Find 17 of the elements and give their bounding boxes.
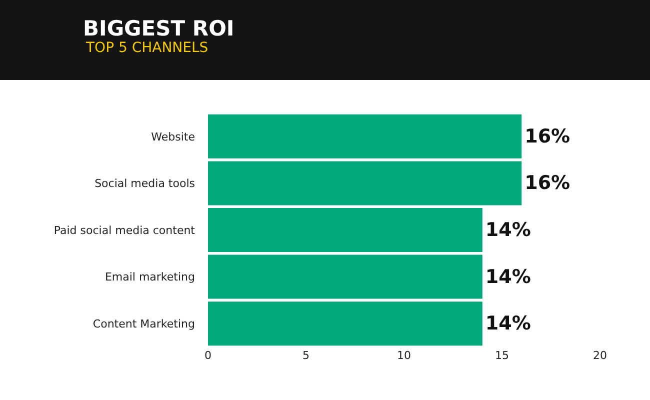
y-tick-label: Website xyxy=(151,130,196,144)
chart-title: BIGGEST ROI xyxy=(83,16,234,40)
data-label: 14% xyxy=(485,312,531,335)
y-tick-label: Email marketing xyxy=(104,270,195,284)
data-label: 16% xyxy=(524,125,570,148)
y-tick-label: Social media tools xyxy=(94,177,196,190)
x-tick-label: 15 xyxy=(495,349,509,362)
data-label: 16% xyxy=(524,172,570,194)
data-label: 14% xyxy=(485,219,531,241)
x-tick-label: 0 xyxy=(204,349,212,362)
y-tick-label: Paid social media content xyxy=(54,224,196,237)
x-tick-label: 10 xyxy=(397,349,411,362)
chart-subtitle: TOP 5 CHANNELS xyxy=(85,40,208,56)
x-tick-label: 5 xyxy=(302,349,310,362)
data-label: 14% xyxy=(485,266,531,288)
x-tick-label: 20 xyxy=(593,349,607,362)
y-tick-label: Content Marketing xyxy=(92,317,195,330)
